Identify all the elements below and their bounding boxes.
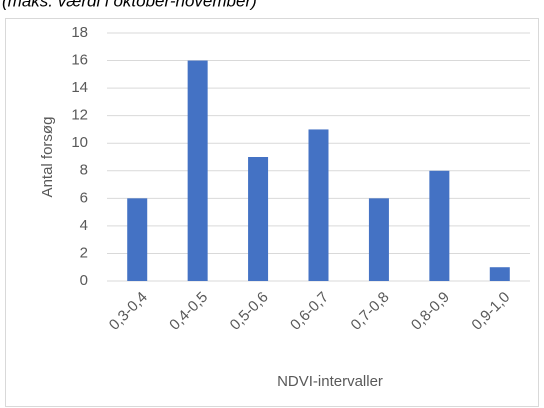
- x-tick-label: 0,8-0,9: [408, 289, 453, 334]
- x-tick-label: 0,4-0,5: [166, 289, 211, 334]
- x-tick-label: 0,9-1,0: [468, 289, 513, 334]
- y-tick-label: 10: [71, 134, 88, 151]
- y-tick-label: 14: [71, 79, 88, 96]
- y-tick-label: 18: [71, 24, 88, 41]
- bar: [489, 267, 510, 281]
- chart-border: [5, 18, 539, 407]
- x-tick-label: 0,6-0,7: [287, 289, 332, 334]
- y-tick-label: 12: [71, 107, 88, 124]
- y-tick-label: 8: [80, 162, 88, 179]
- x-tick-label: 0,7-0,8: [348, 289, 393, 334]
- bar: [429, 170, 450, 281]
- y-tick-label: 4: [80, 217, 88, 234]
- bar: [187, 60, 208, 281]
- x-axis-title: NDVI-intervaller: [277, 373, 383, 390]
- x-tick-label: 0,3-0,4: [106, 289, 151, 334]
- bar: [308, 129, 329, 281]
- bar: [127, 198, 148, 281]
- x-tick-label: 0,5-0,6: [227, 289, 272, 334]
- y-tick-label: 0: [80, 272, 88, 289]
- bar: [248, 157, 269, 281]
- y-axis-title: Antal forsøg: [39, 117, 56, 198]
- y-tick-label: 2: [80, 244, 88, 261]
- y-tick-label: 16: [71, 52, 88, 69]
- subtitle: (maks. værdi i oktober-november): [2, 0, 257, 10]
- bar: [368, 198, 389, 281]
- y-tick-label: 6: [80, 189, 88, 206]
